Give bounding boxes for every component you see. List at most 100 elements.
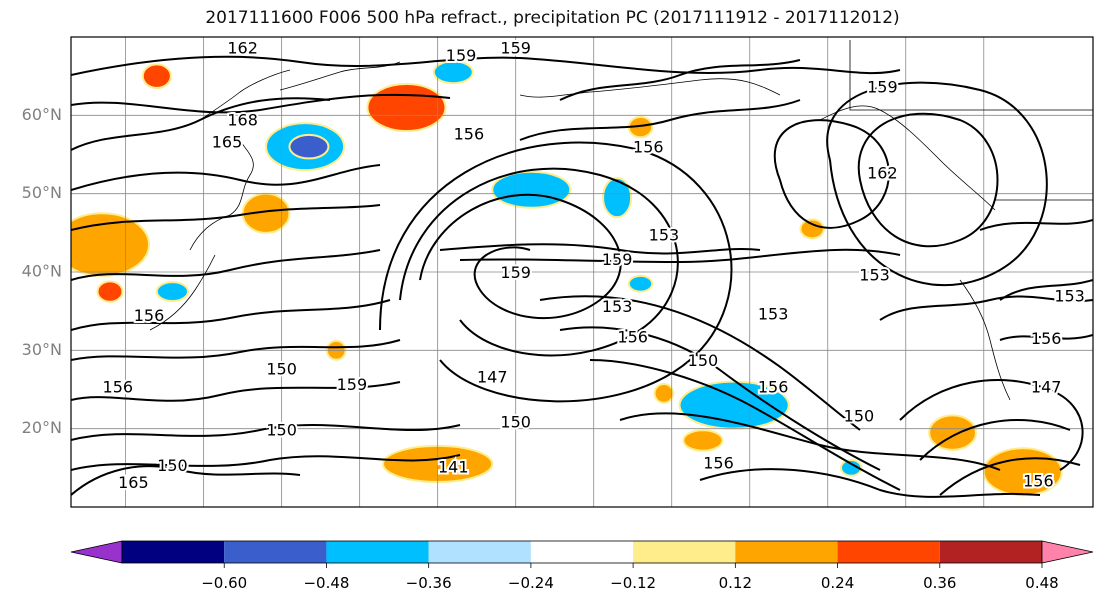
contour-label: 159 <box>500 263 531 282</box>
contour-label: 156 <box>1031 329 1062 348</box>
contour-label: 153 <box>1054 287 1085 306</box>
contour-label: 147 <box>477 367 508 386</box>
contour-line <box>826 81 1048 287</box>
precip-patch <box>799 218 825 240</box>
contour-label: 156 <box>758 377 789 396</box>
contour-line <box>71 164 381 191</box>
contour-label: 156 <box>134 306 165 325</box>
x-axis: 130°E 140°E 150°E 160°E 170°E 180°W 170°W 160°W… <box>101 517 1011 520</box>
map-chart: 162 159 159 159 168 165 156 156 162 153 159 159 153 1… <box>22 36 1094 520</box>
contour-label: 162 <box>867 164 898 183</box>
precip-patch <box>491 170 572 209</box>
x-tick-label: 150°W <box>723 517 778 520</box>
contour-label: 156 <box>703 453 734 472</box>
precip-patch <box>682 429 724 452</box>
colorbar-block <box>837 541 940 563</box>
contour-label: 156 <box>454 124 485 143</box>
precip-patch <box>288 133 330 160</box>
contour-line <box>559 326 881 471</box>
contour-label: 159 <box>446 46 477 65</box>
colorbar-block <box>735 541 838 563</box>
contour-line <box>999 279 1093 301</box>
coastline <box>149 254 216 331</box>
contour-label: 162 <box>227 38 258 57</box>
refractivity-contours <box>71 55 1093 498</box>
contour-label: 159 <box>500 38 531 57</box>
colorbar-block <box>224 541 327 563</box>
precip-patch <box>653 383 675 404</box>
precip-patch <box>432 60 474 85</box>
contour-line <box>773 119 890 229</box>
colorbar-tick-label: 0.36 <box>923 574 956 592</box>
contour-line <box>939 457 1081 496</box>
colorbar-block <box>326 541 429 563</box>
contour-label: 156 <box>633 138 664 157</box>
contour-label: 153 <box>602 297 633 316</box>
contour-line <box>699 468 1041 498</box>
colorbar-block <box>633 541 736 563</box>
contour-label: 150 <box>844 406 875 425</box>
x-tick-label: 140°W <box>801 517 856 520</box>
contour-label: 150 <box>500 413 531 432</box>
plot-frame <box>70 36 1094 508</box>
precipitation-field <box>71 60 1063 497</box>
coastlines <box>149 40 1093 401</box>
x-tick-label: 160°W <box>645 517 700 520</box>
contour-line <box>71 465 301 496</box>
colorbar-extend-low <box>70 540 123 564</box>
colorbar-extend-high <box>1041 540 1094 564</box>
contour-label: 159 <box>867 77 898 96</box>
contour-line <box>519 99 801 141</box>
contour-line <box>899 379 1084 471</box>
precip-patch <box>928 414 977 451</box>
colorbar-tick-label: −0.24 <box>508 574 554 592</box>
contour-line <box>999 334 1093 341</box>
colorbar-tick-label: −0.48 <box>303 574 349 592</box>
colorbar-tick-label: −0.60 <box>201 574 247 592</box>
y-tick-label: 50°N <box>22 183 62 202</box>
x-tick-label: 130°W <box>879 517 934 520</box>
contour-label: 156 <box>1023 471 1054 490</box>
contour-line <box>71 55 901 76</box>
precip-patch <box>602 177 633 219</box>
contour-label: 165 <box>118 473 149 492</box>
colorbar-tick-label: −0.12 <box>610 574 656 592</box>
precip-patch <box>71 212 151 277</box>
contour-label: 150 <box>688 351 719 370</box>
contour-line <box>71 454 461 471</box>
contour-label: 156 <box>617 327 648 346</box>
colorbar-block <box>122 541 225 563</box>
contour-label: 156 <box>103 377 134 396</box>
contour-line <box>459 248 901 264</box>
x-tick-label: 130°E <box>101 517 150 520</box>
x-tick-label: 140°E <box>179 517 228 520</box>
coastline <box>199 69 291 121</box>
contour-label: 159 <box>337 375 368 394</box>
contour-label: 150 <box>266 421 297 440</box>
contour-label: 168 <box>227 110 258 129</box>
colorbar-block <box>530 541 634 563</box>
precip-patch <box>366 83 447 132</box>
x-tick-label: 170°E <box>413 517 462 520</box>
contour-line <box>919 419 1071 461</box>
y-tick-label: 60°N <box>22 105 62 124</box>
contour-line <box>399 167 679 357</box>
precip-patch <box>840 459 863 477</box>
colorbar-block <box>428 541 531 563</box>
precip-patch <box>141 63 172 89</box>
colorbar-tick-label: 0.48 <box>1025 574 1058 592</box>
contour-line <box>71 381 401 402</box>
y-tick-label: 20°N <box>22 418 62 437</box>
contour-label: 147 <box>1031 377 1062 396</box>
colorbar-tick-label: 0.24 <box>821 574 854 592</box>
contour-line <box>71 299 391 331</box>
y-tick-label: 30°N <box>22 340 62 359</box>
coastline <box>279 61 401 91</box>
contour-line <box>589 359 901 491</box>
contour-labels: 162 159 159 159 168 165 156 156 162 153 159 159 153 1… <box>101 37 1087 494</box>
contour-label: 153 <box>649 225 680 244</box>
x-tick-label: 150°E <box>257 517 306 520</box>
contour-label: 165 <box>212 132 243 151</box>
contour-line <box>857 112 999 248</box>
x-tick-label: 160°E <box>335 517 384 520</box>
